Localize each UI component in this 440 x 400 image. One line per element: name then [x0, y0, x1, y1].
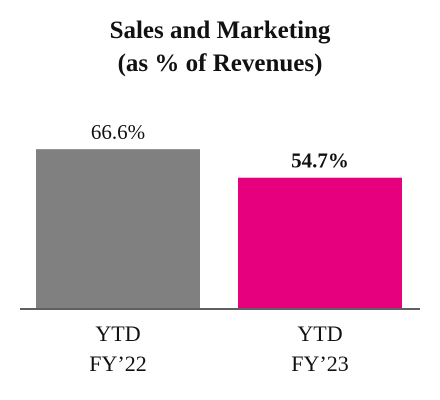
x-tick-label-0-1: FY’22 [89, 351, 146, 376]
data-label-1: 54.7% [291, 149, 349, 173]
x-tick-label-1-0: YTD [297, 321, 342, 346]
chart-subtitle: (as % of Revenues) [117, 50, 323, 77]
bar-1 [238, 177, 402, 309]
x-tick-label-1-1: FY’23 [291, 351, 348, 376]
x-tick-label-0-0: YTD [95, 321, 140, 346]
bar-0 [36, 149, 200, 309]
data-label-0: 66.6% [91, 120, 145, 144]
chart-title-block: Sales and Marketing (as % of Revenues) [0, 14, 440, 80]
chart-title: Sales and Marketing [109, 17, 331, 44]
